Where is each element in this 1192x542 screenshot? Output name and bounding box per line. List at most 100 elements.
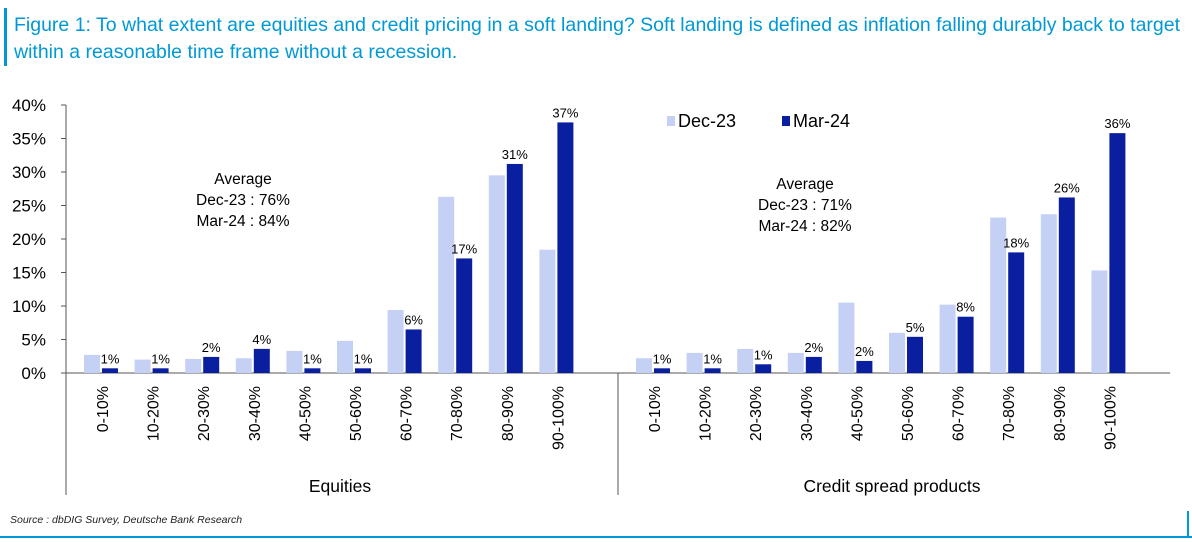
source-note: Source : dbDIG Survey, Deutsche Bank Res… xyxy=(10,514,243,526)
data-label: 26% xyxy=(1054,180,1080,195)
legend-swatch-dec23 xyxy=(667,116,675,126)
bar-dec23 xyxy=(1040,214,1057,373)
bar-mar24 xyxy=(253,348,270,373)
y-tick-label: 10% xyxy=(12,297,46,316)
x-tick-label: 60-70% xyxy=(951,386,968,441)
average-annotation: Dec-23 : 76% xyxy=(196,192,290,209)
panel-label: Credit spread products xyxy=(803,476,980,496)
x-tick-label: 40-50% xyxy=(849,386,866,441)
bar-dec23 xyxy=(990,217,1007,373)
bar-dec23 xyxy=(939,304,956,373)
average-annotation: Average xyxy=(214,171,271,188)
bar-dec23 xyxy=(889,332,905,373)
data-label: 4% xyxy=(252,332,271,347)
data-label: 18% xyxy=(1003,235,1029,250)
data-label: 5% xyxy=(906,320,925,335)
x-tick-label: 0-10% xyxy=(647,386,664,432)
bar-dec23 xyxy=(686,352,703,373)
x-tick-label: 80-90% xyxy=(1052,386,1069,441)
y-tick-label: 40% xyxy=(12,96,46,115)
average-annotation: Dec-23 : 71% xyxy=(758,197,852,214)
data-label: 17% xyxy=(451,241,477,256)
x-tick-label: 40-50% xyxy=(297,386,314,441)
bar-mar24 xyxy=(907,336,923,373)
average-annotation: Mar-24 : 84% xyxy=(196,213,289,230)
data-label: 31% xyxy=(502,147,528,162)
bar-mar24 xyxy=(1109,133,1126,373)
bar-dec23 xyxy=(387,310,404,373)
average-annotation: Mar-24 : 82% xyxy=(758,218,851,235)
y-tick-label: 30% xyxy=(12,163,46,182)
bar-dec23 xyxy=(84,354,100,373)
data-label: 2% xyxy=(202,340,221,355)
x-tick-label: 70-80% xyxy=(449,386,466,441)
bar-dec23 xyxy=(636,358,652,373)
bar-dec23 xyxy=(438,196,455,373)
bottom-rule xyxy=(0,536,1192,538)
data-label: 1% xyxy=(101,351,120,366)
average-annotation: Average xyxy=(776,176,833,193)
bar-mar24 xyxy=(557,122,574,373)
bar-dec23 xyxy=(539,249,556,373)
bar-mar24 xyxy=(355,368,371,373)
figure-title-block: Figure 1: To what extent are equities an… xyxy=(0,8,1192,66)
bar-dec23 xyxy=(185,358,202,373)
x-tick-label: 70-80% xyxy=(1001,386,1018,441)
title-accent-line xyxy=(4,8,7,66)
y-tick-label: 20% xyxy=(12,230,46,249)
data-label: 1% xyxy=(151,351,170,366)
data-label: 1% xyxy=(354,351,373,366)
bar-mar24 xyxy=(506,163,523,373)
bar-mar24 xyxy=(152,368,169,373)
y-tick-label: 5% xyxy=(21,331,46,350)
bottom-corner-tick xyxy=(1187,511,1189,537)
bar-dec23 xyxy=(337,340,353,373)
bar-mar24 xyxy=(957,316,974,373)
bar-dec23 xyxy=(838,302,855,373)
x-tick-label: 30-40% xyxy=(799,386,816,441)
y-tick-label: 25% xyxy=(12,197,46,216)
bar-mar24 xyxy=(805,356,822,373)
bar-mar24 xyxy=(456,258,473,373)
bar-dec23 xyxy=(134,359,151,373)
data-label: 6% xyxy=(404,312,423,327)
legend-label-mar24: Mar-24 xyxy=(793,111,850,131)
data-label: 2% xyxy=(855,344,874,359)
x-tick-label: 80-90% xyxy=(500,386,517,441)
bar-dec23 xyxy=(1091,270,1108,373)
bar-mar24 xyxy=(1058,197,1075,373)
x-tick-label: 50-60% xyxy=(900,386,917,441)
bar-mar24 xyxy=(856,360,873,373)
x-tick-label: 10-20% xyxy=(698,386,715,441)
bar-mar24 xyxy=(102,368,118,373)
legend-label-dec23: Dec-23 xyxy=(678,111,736,131)
x-tick-label: 20-30% xyxy=(748,386,765,441)
bar-dec23 xyxy=(737,348,754,373)
bar-dec23 xyxy=(488,175,505,373)
bar-mar24 xyxy=(704,368,721,373)
bar-mar24 xyxy=(654,368,670,373)
data-label: 2% xyxy=(804,340,823,355)
x-tick-label: 90-100% xyxy=(1102,386,1119,450)
x-tick-label: 30-40% xyxy=(247,386,264,441)
bar-mar24 xyxy=(203,356,220,373)
bar-mar24 xyxy=(755,364,772,373)
bar-mar24 xyxy=(1008,252,1025,373)
y-tick-label: 0% xyxy=(21,364,46,383)
x-tick-label: 50-60% xyxy=(348,386,365,441)
legend-swatch-mar24 xyxy=(782,116,790,126)
data-label: 36% xyxy=(1104,116,1130,131)
data-label: 37% xyxy=(552,105,578,120)
x-tick-label: 60-70% xyxy=(399,386,416,441)
bar-dec23 xyxy=(787,352,804,373)
panel-label: Equities xyxy=(309,476,372,496)
y-tick-label: 15% xyxy=(12,264,46,283)
bar-dec23 xyxy=(286,350,303,373)
data-label: 1% xyxy=(653,351,672,366)
data-label: 1% xyxy=(754,347,773,362)
bar-dec23 xyxy=(235,358,252,373)
data-label: 8% xyxy=(956,300,975,315)
data-label: 1% xyxy=(703,351,722,366)
bar-mar24 xyxy=(405,329,422,373)
